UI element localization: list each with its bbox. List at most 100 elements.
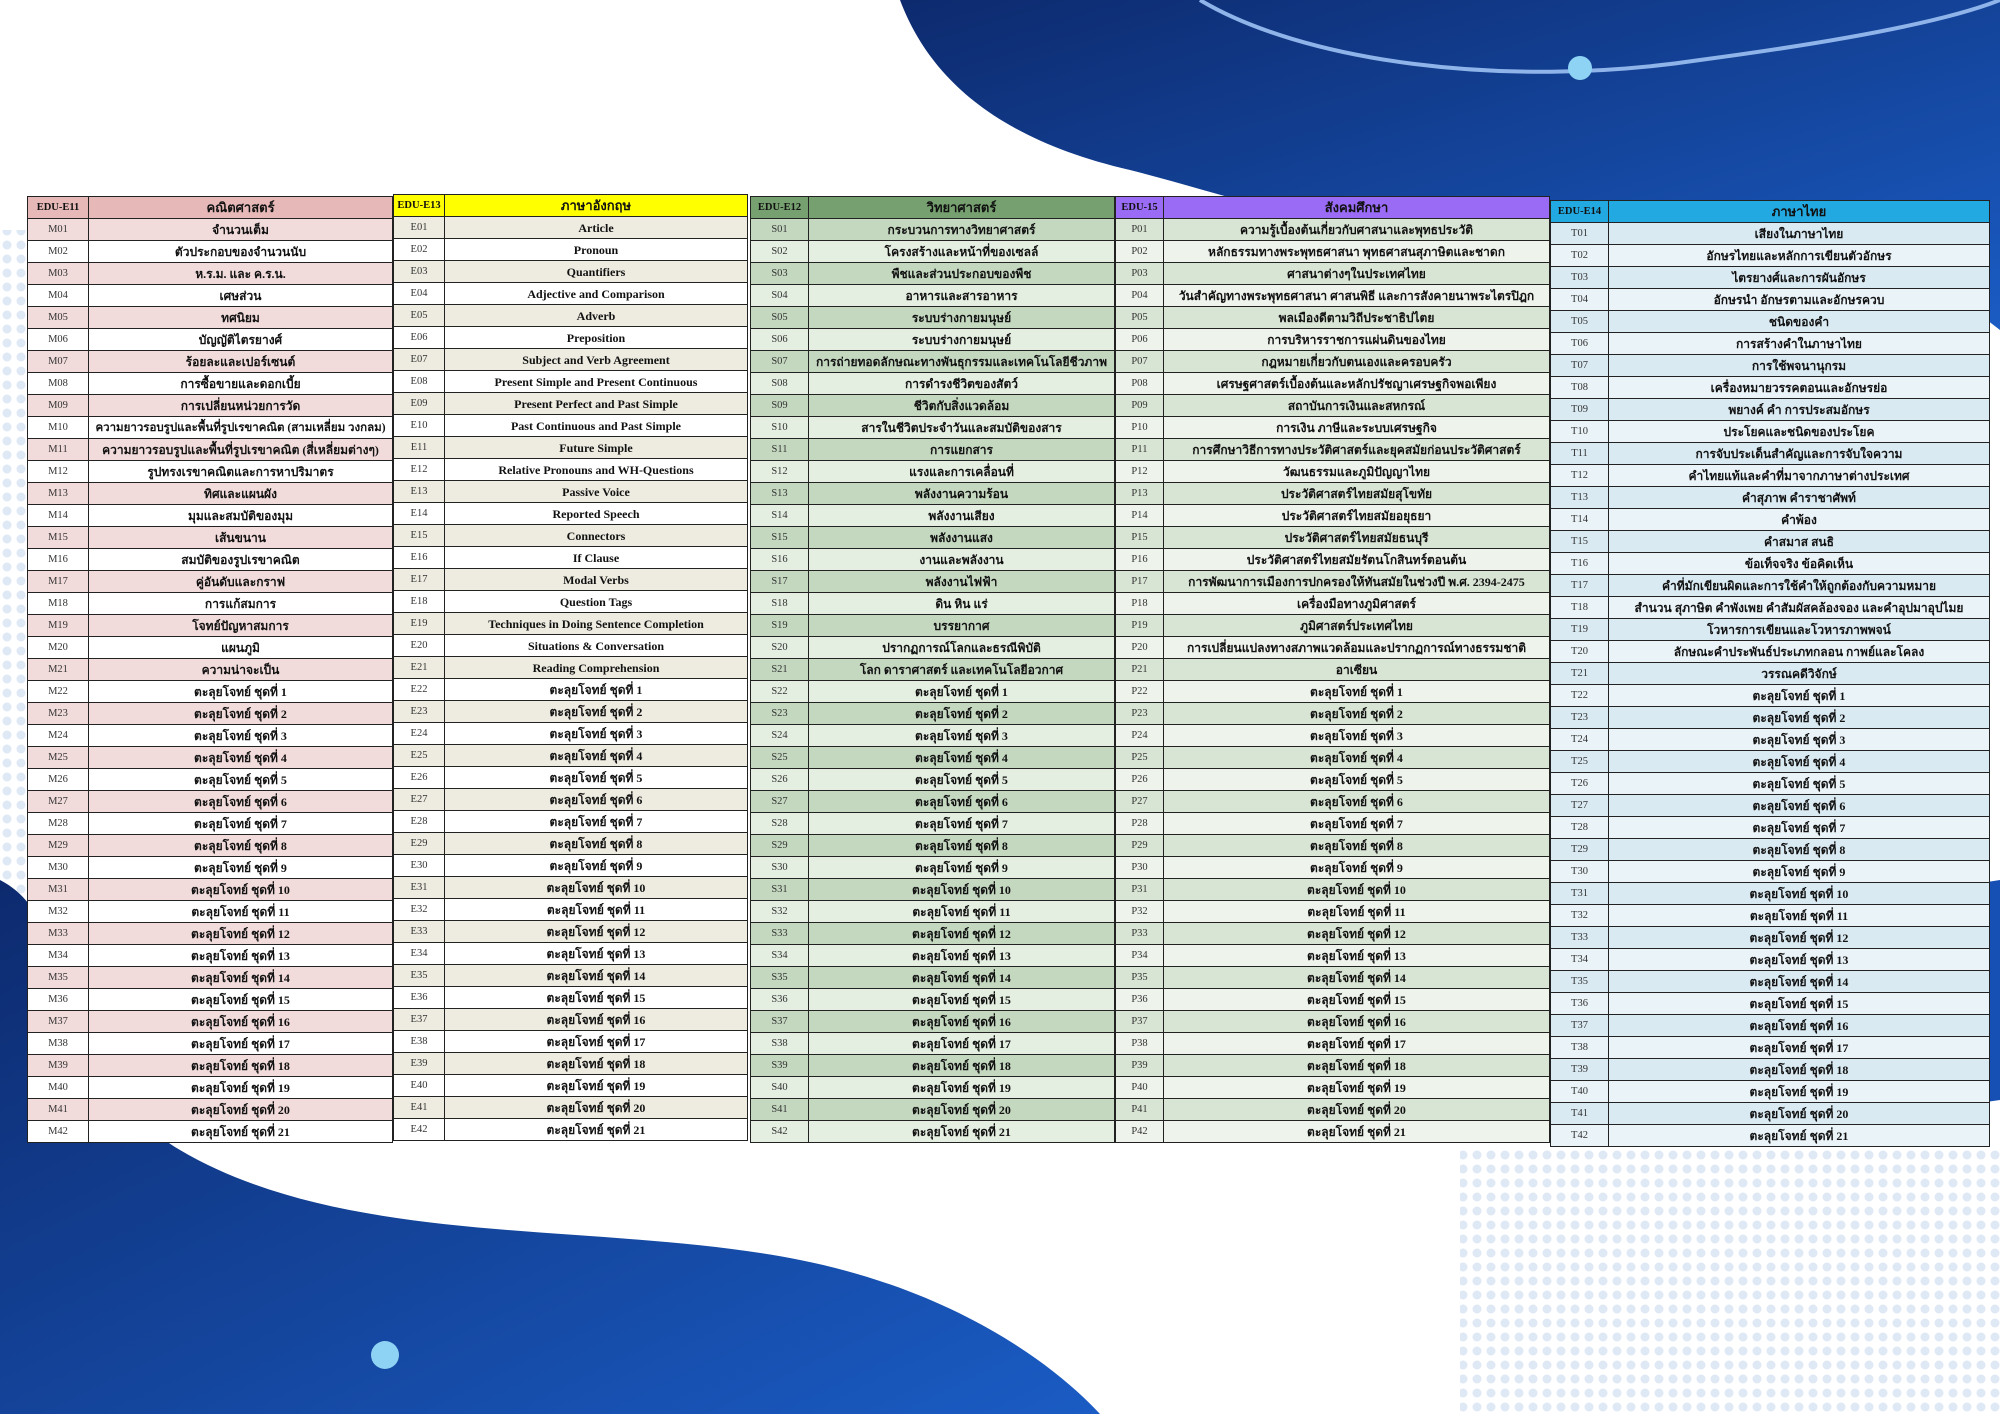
lesson-topic: ตะลุยโจทย์ ชุดที่ 19 (444, 1074, 748, 1097)
lesson-code: T10 (1550, 420, 1609, 443)
lesson-topic: ตะลุยโจทย์ ชุดที่ 5 (1608, 772, 1990, 795)
lesson-topic: ตะลุยโจทย์ ชุดที่ 10 (444, 876, 748, 899)
table-row: P06 การบริหารราชการแผ่นดินของไทย (1115, 328, 1550, 351)
lesson-topic: ตะลุยโจทย์ ชุดที่ 14 (88, 966, 393, 989)
lesson-topic: ความยาวรอบรูปและพื้นที่รูปเรขาคณิต (สี่เ… (88, 438, 393, 461)
lesson-code: T04 (1550, 288, 1609, 311)
lesson-topic: โลก ดาราศาสตร์ และเทคโนโลยีอวกาศ (808, 658, 1115, 681)
lesson-topic: โวหารการเขียนและโวหารภาพพจน์ (1608, 618, 1990, 641)
table-row: T03 ไตรยางศ์และการผันอักษร (1550, 266, 1990, 289)
table-row: S23 ตะลุยโจทย์ ชุดที่ 2 (750, 702, 1115, 725)
lesson-topic: Pronoun (444, 238, 748, 261)
lesson-code: M13 (27, 482, 89, 505)
lesson-topic: ประวัติศาสตร์ไทยสมัยอยุธยา (1163, 504, 1550, 527)
table-row: M24 ตะลุยโจทย์ ชุดที่ 3 (27, 724, 393, 747)
lesson-topic: ตะลุยโจทย์ ชุดที่ 15 (444, 986, 748, 1009)
table-row: P34 ตะลุยโจทย์ ชุดที่ 13 (1115, 944, 1550, 967)
table-row: P38 ตะลุยโจทย์ ชุดที่ 17 (1115, 1032, 1550, 1055)
lesson-code: S02 (750, 240, 809, 263)
lesson-code: P10 (1115, 416, 1164, 439)
table-row: E28 ตะลุยโจทย์ ชุดที่ 7 (393, 810, 748, 833)
table-row: S34 ตะลุยโจทย์ ชุดที่ 13 (750, 944, 1115, 967)
table-row: P42 ตะลุยโจทย์ ชุดที่ 21 (1115, 1120, 1550, 1143)
lesson-code: S15 (750, 526, 809, 549)
lesson-code: P24 (1115, 724, 1164, 747)
table-row: P25 ตะลุยโจทย์ ชุดที่ 4 (1115, 746, 1550, 769)
lesson-topic: Adjective and Comparison (444, 282, 748, 305)
table-row: S20 ปรากฏการณ์โลกและธรณีพิบัติ (750, 636, 1115, 659)
lesson-code: M16 (27, 548, 89, 571)
table-row: P32 ตะลุยโจทย์ ชุดที่ 11 (1115, 900, 1550, 923)
lesson-topic: การจับประเด็นสำคัญและการจับใจความ (1608, 442, 1990, 465)
table-row: T37 ตะลุยโจทย์ ชุดที่ 16 (1550, 1014, 1990, 1037)
lesson-topic: ตะลุยโจทย์ ชุดที่ 14 (808, 966, 1115, 989)
table-row: M13 ทิศและแผนผัง (27, 482, 393, 505)
lesson-topic: เครื่องมือทางภูมิศาสตร์ (1163, 592, 1550, 615)
lesson-topic: ภูมิศาสตร์ประเทศไทย (1163, 614, 1550, 637)
lesson-code: P04 (1115, 284, 1164, 307)
lesson-topic: ตะลุยโจทย์ ชุดที่ 7 (88, 812, 393, 835)
lesson-code: E12 (393, 458, 445, 481)
lesson-topic: ตะลุยโจทย์ ชุดที่ 10 (1163, 878, 1550, 901)
lesson-code: E02 (393, 238, 445, 261)
lesson-code: M20 (27, 636, 89, 659)
table-row: S18 ดิน หิน แร่ (750, 592, 1115, 615)
table-row: S02 โครงสร้างและหน้าที่ของเซลล์ (750, 240, 1115, 263)
lesson-code: T29 (1550, 838, 1609, 861)
lesson-code: S06 (750, 328, 809, 351)
table-row: T09 พยางค์ คำ การประสมอักษร (1550, 398, 1990, 421)
lesson-code: M15 (27, 526, 89, 549)
subject-title: ภาษาอังกฤษ (444, 194, 748, 217)
lesson-code: S34 (750, 944, 809, 967)
lesson-code: M02 (27, 240, 89, 263)
lesson-code: M04 (27, 284, 89, 307)
lesson-topic: ประวัติศาสตร์ไทยสมัยรัตนโกสินทร์ตอนต้น (1163, 548, 1550, 571)
lesson-topic: ตะลุยโจทย์ ชุดที่ 20 (1608, 1102, 1990, 1125)
table-row: E07 Subject and Verb Agreement (393, 348, 748, 371)
lesson-code: P34 (1115, 944, 1164, 967)
table-row: E36 ตะลุยโจทย์ ชุดที่ 15 (393, 986, 748, 1009)
lesson-topic: พืชและส่วนประกอบของพืช (808, 262, 1115, 285)
table-row: T35 ตะลุยโจทย์ ชุดที่ 14 (1550, 970, 1990, 993)
table-row: M23 ตะลุยโจทย์ ชุดที่ 2 (27, 702, 393, 725)
subject-title: สังคมศึกษา (1163, 196, 1550, 219)
table-row: M36 ตะลุยโจทย์ ชุดที่ 15 (27, 988, 393, 1011)
lesson-code: M42 (27, 1120, 89, 1143)
lesson-topic: สารในชีวิตประจำวันและสมบัติของสาร (808, 416, 1115, 439)
lesson-topic: ตะลุยโจทย์ ชุดที่ 4 (808, 746, 1115, 769)
table-row: S03 พืชและส่วนประกอบของพืช (750, 262, 1115, 285)
lesson-code: S35 (750, 966, 809, 989)
lesson-topic: กระบวนการทางวิทยาศาสตร์ (808, 218, 1115, 241)
table-row: S39 ตะลุยโจทย์ ชุดที่ 18 (750, 1054, 1115, 1077)
table-row: E35 ตะลุยโจทย์ ชุดที่ 14 (393, 964, 748, 987)
lesson-topic: Reported Speech (444, 502, 748, 525)
table-row: M41 ตะลุยโจทย์ ชุดที่ 20 (27, 1098, 393, 1121)
lesson-topic: อาหารและสารอาหาร (808, 284, 1115, 307)
lesson-topic: ตะลุยโจทย์ ชุดที่ 3 (88, 724, 393, 747)
table-row: P29 ตะลุยโจทย์ ชุดที่ 8 (1115, 834, 1550, 857)
lesson-code: M14 (27, 504, 89, 527)
lesson-topic: เสียงในภาษาไทย (1608, 222, 1990, 245)
table-row: T10 ประโยคและชนิดของประโยค (1550, 420, 1990, 443)
table-thai: EDU-E14 ภาษาไทย T01 เสียงในภาษาไทย T02 อักษรไ… (1550, 200, 1990, 1147)
lesson-code: M33 (27, 922, 89, 945)
lesson-code: T06 (1550, 332, 1609, 355)
table-row: E03 Quantifiers (393, 260, 748, 283)
lesson-topic: ตะลุยโจทย์ ชุดที่ 12 (1608, 926, 1990, 949)
table-row: E04 Adjective and Comparison (393, 282, 748, 305)
lesson-topic: พลังงานเสียง (808, 504, 1115, 527)
table-english: EDU-E13 ภาษาอังกฤษ E01 Article E02 Pronoun E03… (393, 194, 748, 1141)
table-row: E12 Relative Pronouns and WH-Questions (393, 458, 748, 481)
lesson-topic: ตะลุยโจทย์ ชุดที่ 4 (444, 744, 748, 767)
lesson-topic: ประวัติศาสตร์ไทยสมัยสุโขทัย (1163, 482, 1550, 505)
lesson-topic: ตะลุยโจทย์ ชุดที่ 20 (1163, 1098, 1550, 1121)
lesson-code: P35 (1115, 966, 1164, 989)
table-row: E22 ตะลุยโจทย์ ชุดที่ 1 (393, 678, 748, 701)
lesson-code: T15 (1550, 530, 1609, 553)
table-row: T41 ตะลุยโจทย์ ชุดที่ 20 (1550, 1102, 1990, 1125)
lesson-code: T42 (1550, 1124, 1609, 1147)
lesson-topic: ชนิดของคำ (1608, 310, 1990, 333)
lesson-topic: ตะลุยโจทย์ ชุดที่ 9 (1608, 860, 1990, 883)
lesson-code: S20 (750, 636, 809, 659)
lesson-code: T34 (1550, 948, 1609, 971)
